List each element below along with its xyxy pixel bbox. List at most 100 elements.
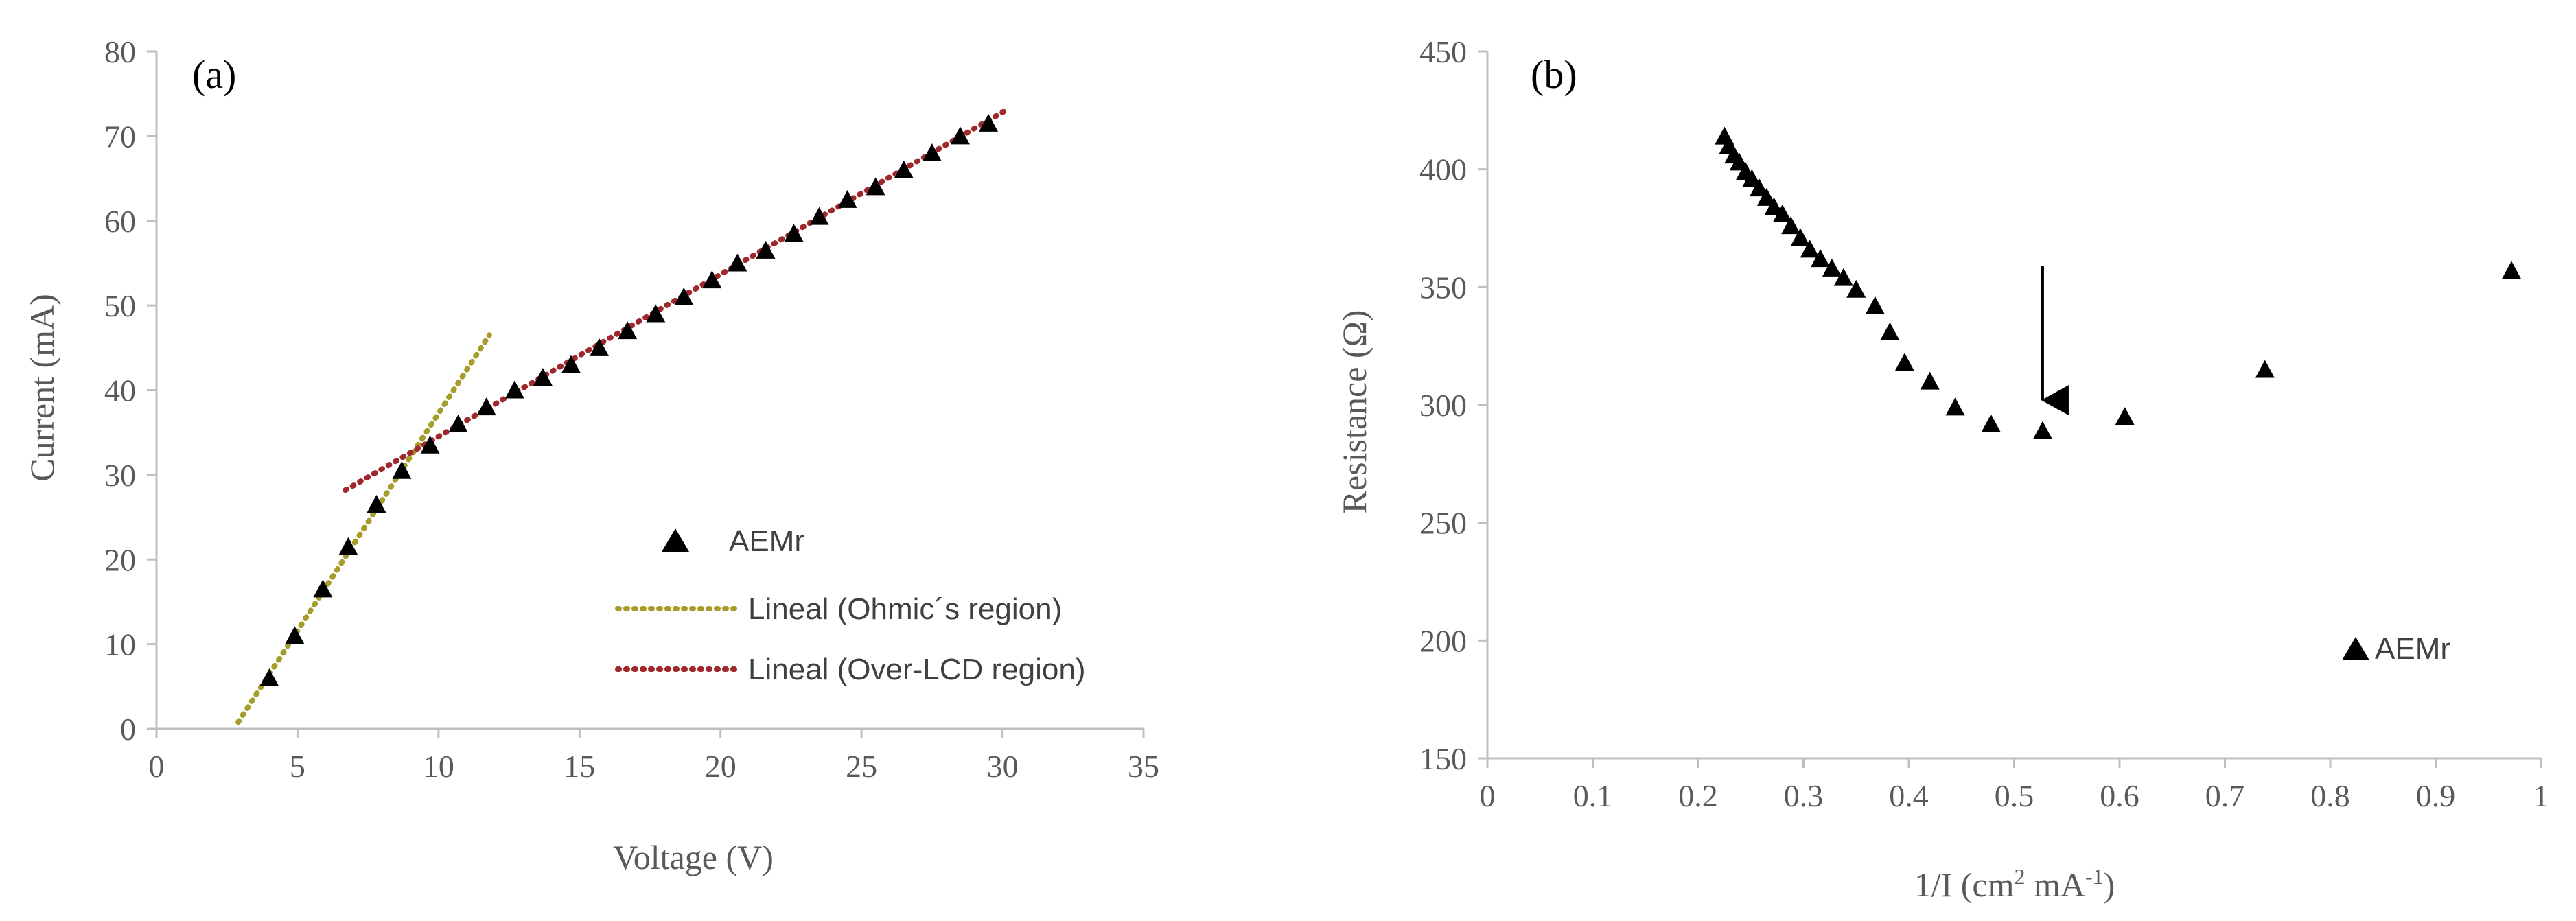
- data-point-a: [922, 143, 942, 162]
- data-point-b: [1790, 228, 1810, 246]
- data-point-a: [979, 113, 999, 132]
- data-point-a: [784, 224, 804, 242]
- data-point-b: [1772, 204, 1792, 222]
- panel-b-x-axis-title: 1/I (cm2 mA-1): [1914, 864, 2115, 904]
- panel-b-axes: 0 0.1 0.2 0.3 0.4 0.5 0.6 0.7 0.8 0.9 1 150 200 250 30…: [1419, 34, 2549, 813]
- trendline-ohmic: [235, 332, 492, 725]
- panel-b-x-tick-label: 0.7: [2205, 778, 2245, 813]
- panel-a-trendlines: [235, 106, 1011, 725]
- data-point-b: [1750, 178, 1769, 197]
- panel-a-y-tick-label: 10: [104, 627, 136, 662]
- data-point-a: [338, 537, 358, 555]
- panel-a-label: (a): [192, 52, 236, 97]
- panel-b-x-tick-label: 0.4: [1889, 778, 1929, 813]
- panel-b-x-tick-label: 0.1: [1573, 778, 1613, 813]
- panel-a-x-tick-label: 5: [290, 749, 305, 784]
- panel-b-x-tick-label: 0.5: [1995, 778, 2034, 813]
- data-point-b: [1981, 414, 2001, 432]
- panel-a-y-tick-label: 80: [104, 34, 136, 69]
- data-point-a: [894, 160, 914, 178]
- data-point-b: [2502, 261, 2522, 279]
- panel-a-x-tick-label: 0: [149, 749, 165, 784]
- data-point-b: [1764, 197, 1784, 215]
- data-point-a: [866, 177, 885, 196]
- panel-b-y-tick-label: 200: [1419, 623, 1467, 658]
- panel-b-y-tick-label: 300: [1419, 388, 1467, 423]
- legend-label-aemr: AEMr: [729, 524, 804, 558]
- data-point-b: [1865, 296, 1885, 314]
- legend-label-overlcd: Lineal (Over-LCD region): [748, 653, 1086, 686]
- legend-label-aemr-b: AEMr: [2375, 632, 2450, 666]
- data-point-a: [561, 355, 581, 373]
- panel-a-x-tick-label: 25: [846, 749, 877, 784]
- panel-b-y-tick-label: 350: [1419, 270, 1467, 305]
- data-point-b: [1781, 216, 1801, 235]
- panel-b-y-tick-label: 150: [1419, 741, 1467, 776]
- data-point-b: [1822, 258, 1842, 277]
- panel-b-x-tick-label: 0.6: [2100, 778, 2139, 813]
- panel-a-y-tick-label: 30: [104, 458, 136, 493]
- data-point-b: [1811, 249, 1831, 268]
- data-point-a: [618, 321, 638, 340]
- data-point-b: [1742, 169, 1762, 187]
- panel-b-y-tick-label: 450: [1419, 34, 1467, 69]
- data-point-b: [1846, 279, 1866, 298]
- panel-b-x-tick-label: 0.8: [2310, 778, 2350, 813]
- data-point-b: [1833, 268, 1853, 286]
- panel-b-x-title-sup1: 2: [2014, 864, 2025, 889]
- data-point-a: [259, 668, 279, 686]
- panel-b-legend: AEMr: [2342, 632, 2450, 666]
- panel-b-markers: [1715, 126, 2522, 439]
- panel-a-x-axis-title: Voltage (V): [613, 838, 774, 876]
- data-point-b: [1880, 322, 1900, 340]
- panel-a-x-tick-label: 20: [705, 749, 736, 784]
- panel-a-y-tick-label: 40: [104, 373, 136, 408]
- panel-a-y-tick-label: 0: [120, 712, 136, 747]
- data-point-b: [2255, 360, 2275, 378]
- panel-a: 0 5 10 15 20 25 30 35 0 10 20 30 40 50 60 70 80 (a) Volt…: [23, 34, 1159, 876]
- panel-a-y-tick-label: 70: [104, 119, 136, 154]
- panel-b-y-axis-title: Resistance (Ω): [1335, 310, 1373, 514]
- panel-b: 0 0.1 0.2 0.3 0.4 0.5 0.6 0.7 0.8 0.9 1 150 200 250 30…: [1335, 34, 2549, 904]
- data-point-a: [285, 626, 305, 644]
- legend-marker-aemr: [662, 528, 689, 552]
- data-point-a: [702, 270, 722, 289]
- panel-b-x-title-part3: ): [2104, 865, 2115, 904]
- data-point-a: [590, 338, 610, 356]
- panel-b-x-tick-label: 1: [2533, 778, 2549, 813]
- panel-b-x-title-sup2: -1: [2085, 864, 2104, 889]
- data-point-b: [2032, 421, 2052, 439]
- panel-a-y-tick-label: 50: [104, 288, 136, 323]
- panel-a-markers: [259, 113, 999, 686]
- panel-a-y-axis-title: Current (mA): [23, 294, 61, 482]
- data-point-b: [1920, 371, 1940, 390]
- panel-b-y-tick-label: 250: [1419, 506, 1467, 541]
- data-point-b: [1894, 353, 1914, 371]
- data-point-a: [728, 253, 747, 272]
- data-point-a: [448, 414, 468, 432]
- data-point-b: [1945, 397, 1965, 416]
- panel-b-label: (b): [1531, 52, 1577, 97]
- panel-a-y-tick-label: 20: [104, 542, 136, 577]
- data-point-b: [2115, 407, 2135, 425]
- data-point-a: [476, 397, 496, 416]
- panel-b-x-tick-label: 0.9: [2416, 778, 2456, 813]
- panel-b-x-tick-label: 0: [1480, 778, 1496, 813]
- data-point-a: [837, 189, 857, 208]
- data-point-a: [533, 367, 553, 386]
- data-point-a: [646, 304, 666, 323]
- data-point-a: [674, 287, 694, 305]
- panel-a-x-tick-label: 15: [564, 749, 595, 784]
- data-point-b: [1756, 187, 1776, 206]
- panel-b-x-title-part2: mA: [2025, 865, 2085, 904]
- data-point-a: [313, 579, 333, 598]
- data-point-a: [367, 495, 386, 513]
- data-point-a: [756, 240, 776, 259]
- panel-a-y-tick-label: 60: [104, 204, 136, 239]
- legend-label-ohmic: Lineal (Ohmic´s region): [748, 592, 1062, 626]
- data-point-a: [420, 435, 440, 454]
- panel-b-x-title-part1: 1/I (cm: [1914, 865, 2015, 904]
- panel-b-y-tick-label: 400: [1419, 152, 1467, 187]
